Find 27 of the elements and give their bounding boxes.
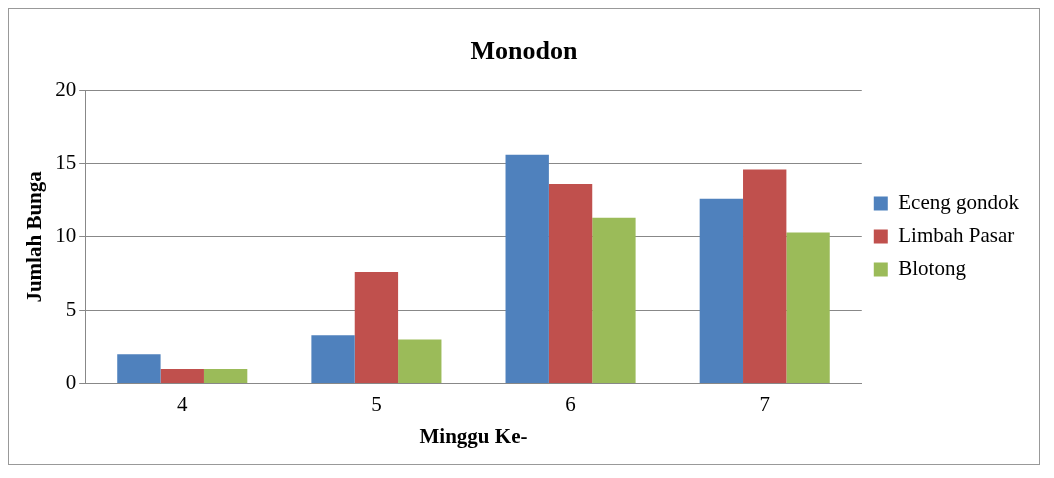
bar <box>160 368 204 384</box>
bar <box>786 232 830 384</box>
bar <box>699 198 744 384</box>
bar <box>548 184 593 384</box>
legend-label: Eceng gondok <box>898 190 1020 215</box>
y-tick-label: 0 <box>65 370 77 395</box>
x-axis-title: Minggu Ke- <box>419 423 528 448</box>
bar <box>592 217 636 384</box>
x-tick-label: 4 <box>177 391 189 416</box>
y-tick-label: 5 <box>65 296 77 321</box>
legend-label: Blotong <box>898 256 967 281</box>
bar <box>743 169 787 384</box>
bar <box>505 154 549 384</box>
chart-title: Monodon <box>470 36 578 66</box>
x-tick-label: 5 <box>371 391 382 416</box>
x-tick-label: 7 <box>759 391 770 416</box>
bar <box>311 335 355 384</box>
bar <box>203 368 248 384</box>
legend-label: Limbah Pasar <box>898 223 1015 248</box>
y-tick-label: 15 <box>55 150 77 175</box>
bar <box>117 354 161 384</box>
bar <box>354 272 399 384</box>
y-tick-label: 10 <box>55 223 77 248</box>
y-axis-title: Jumlah Bunga <box>22 170 47 303</box>
x-tick-label: 6 <box>565 391 576 416</box>
bar <box>398 339 442 384</box>
y-tick-label: 20 <box>55 76 77 101</box>
